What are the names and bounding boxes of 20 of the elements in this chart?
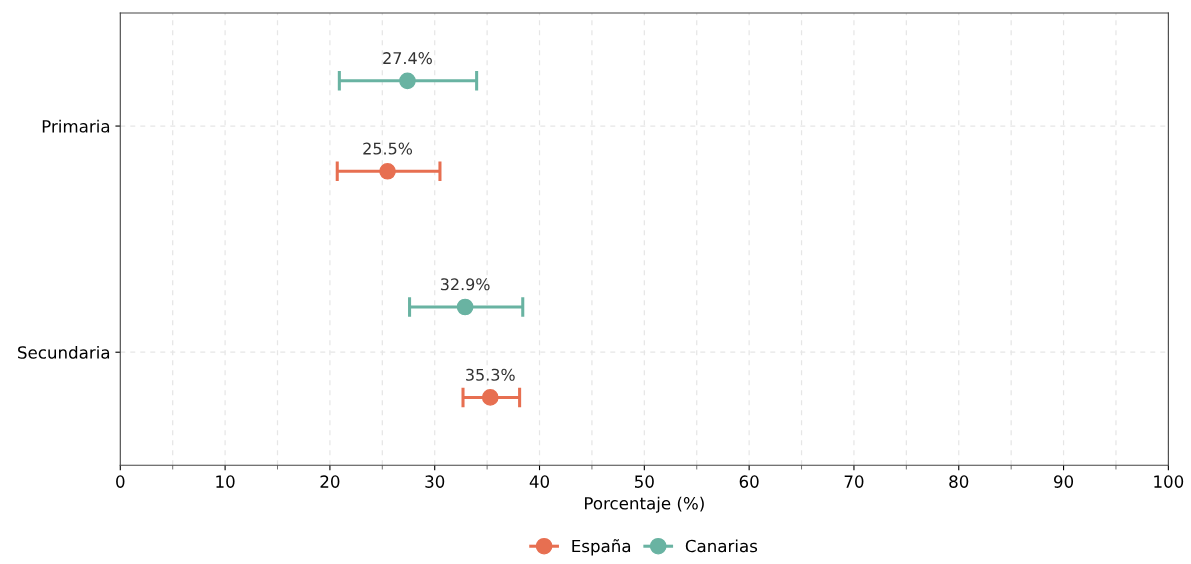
legend-label: España bbox=[572, 539, 631, 556]
y-tick-label: Primaria bbox=[42, 119, 110, 133]
data-label: 32.9% bbox=[440, 278, 490, 291]
y-tick-label: Secundaria bbox=[18, 345, 110, 359]
x-tick-label: 70 bbox=[844, 475, 864, 488]
x-tick-label: 50 bbox=[635, 475, 654, 488]
x-tick-label: 20 bbox=[320, 475, 340, 488]
x-tick-label: 30 bbox=[425, 475, 445, 488]
x-axis-title: Porcentaje (%) bbox=[585, 496, 704, 513]
data-label: 25.5% bbox=[363, 142, 413, 155]
legend-label: Canarias bbox=[685, 539, 758, 553]
x-tick-label: 60 bbox=[739, 475, 759, 488]
data-label: 35.3% bbox=[466, 368, 515, 381]
x-tick-label: 40 bbox=[529, 475, 550, 488]
x-tick-label: 100 bbox=[1154, 475, 1184, 488]
x-tick-label: 90 bbox=[1054, 475, 1074, 488]
data-label: 27.4% bbox=[383, 52, 432, 65]
x-tick-label: 10 bbox=[216, 475, 235, 488]
x-tick-label: 0 bbox=[116, 475, 125, 488]
x-tick-label: 80 bbox=[949, 475, 969, 488]
